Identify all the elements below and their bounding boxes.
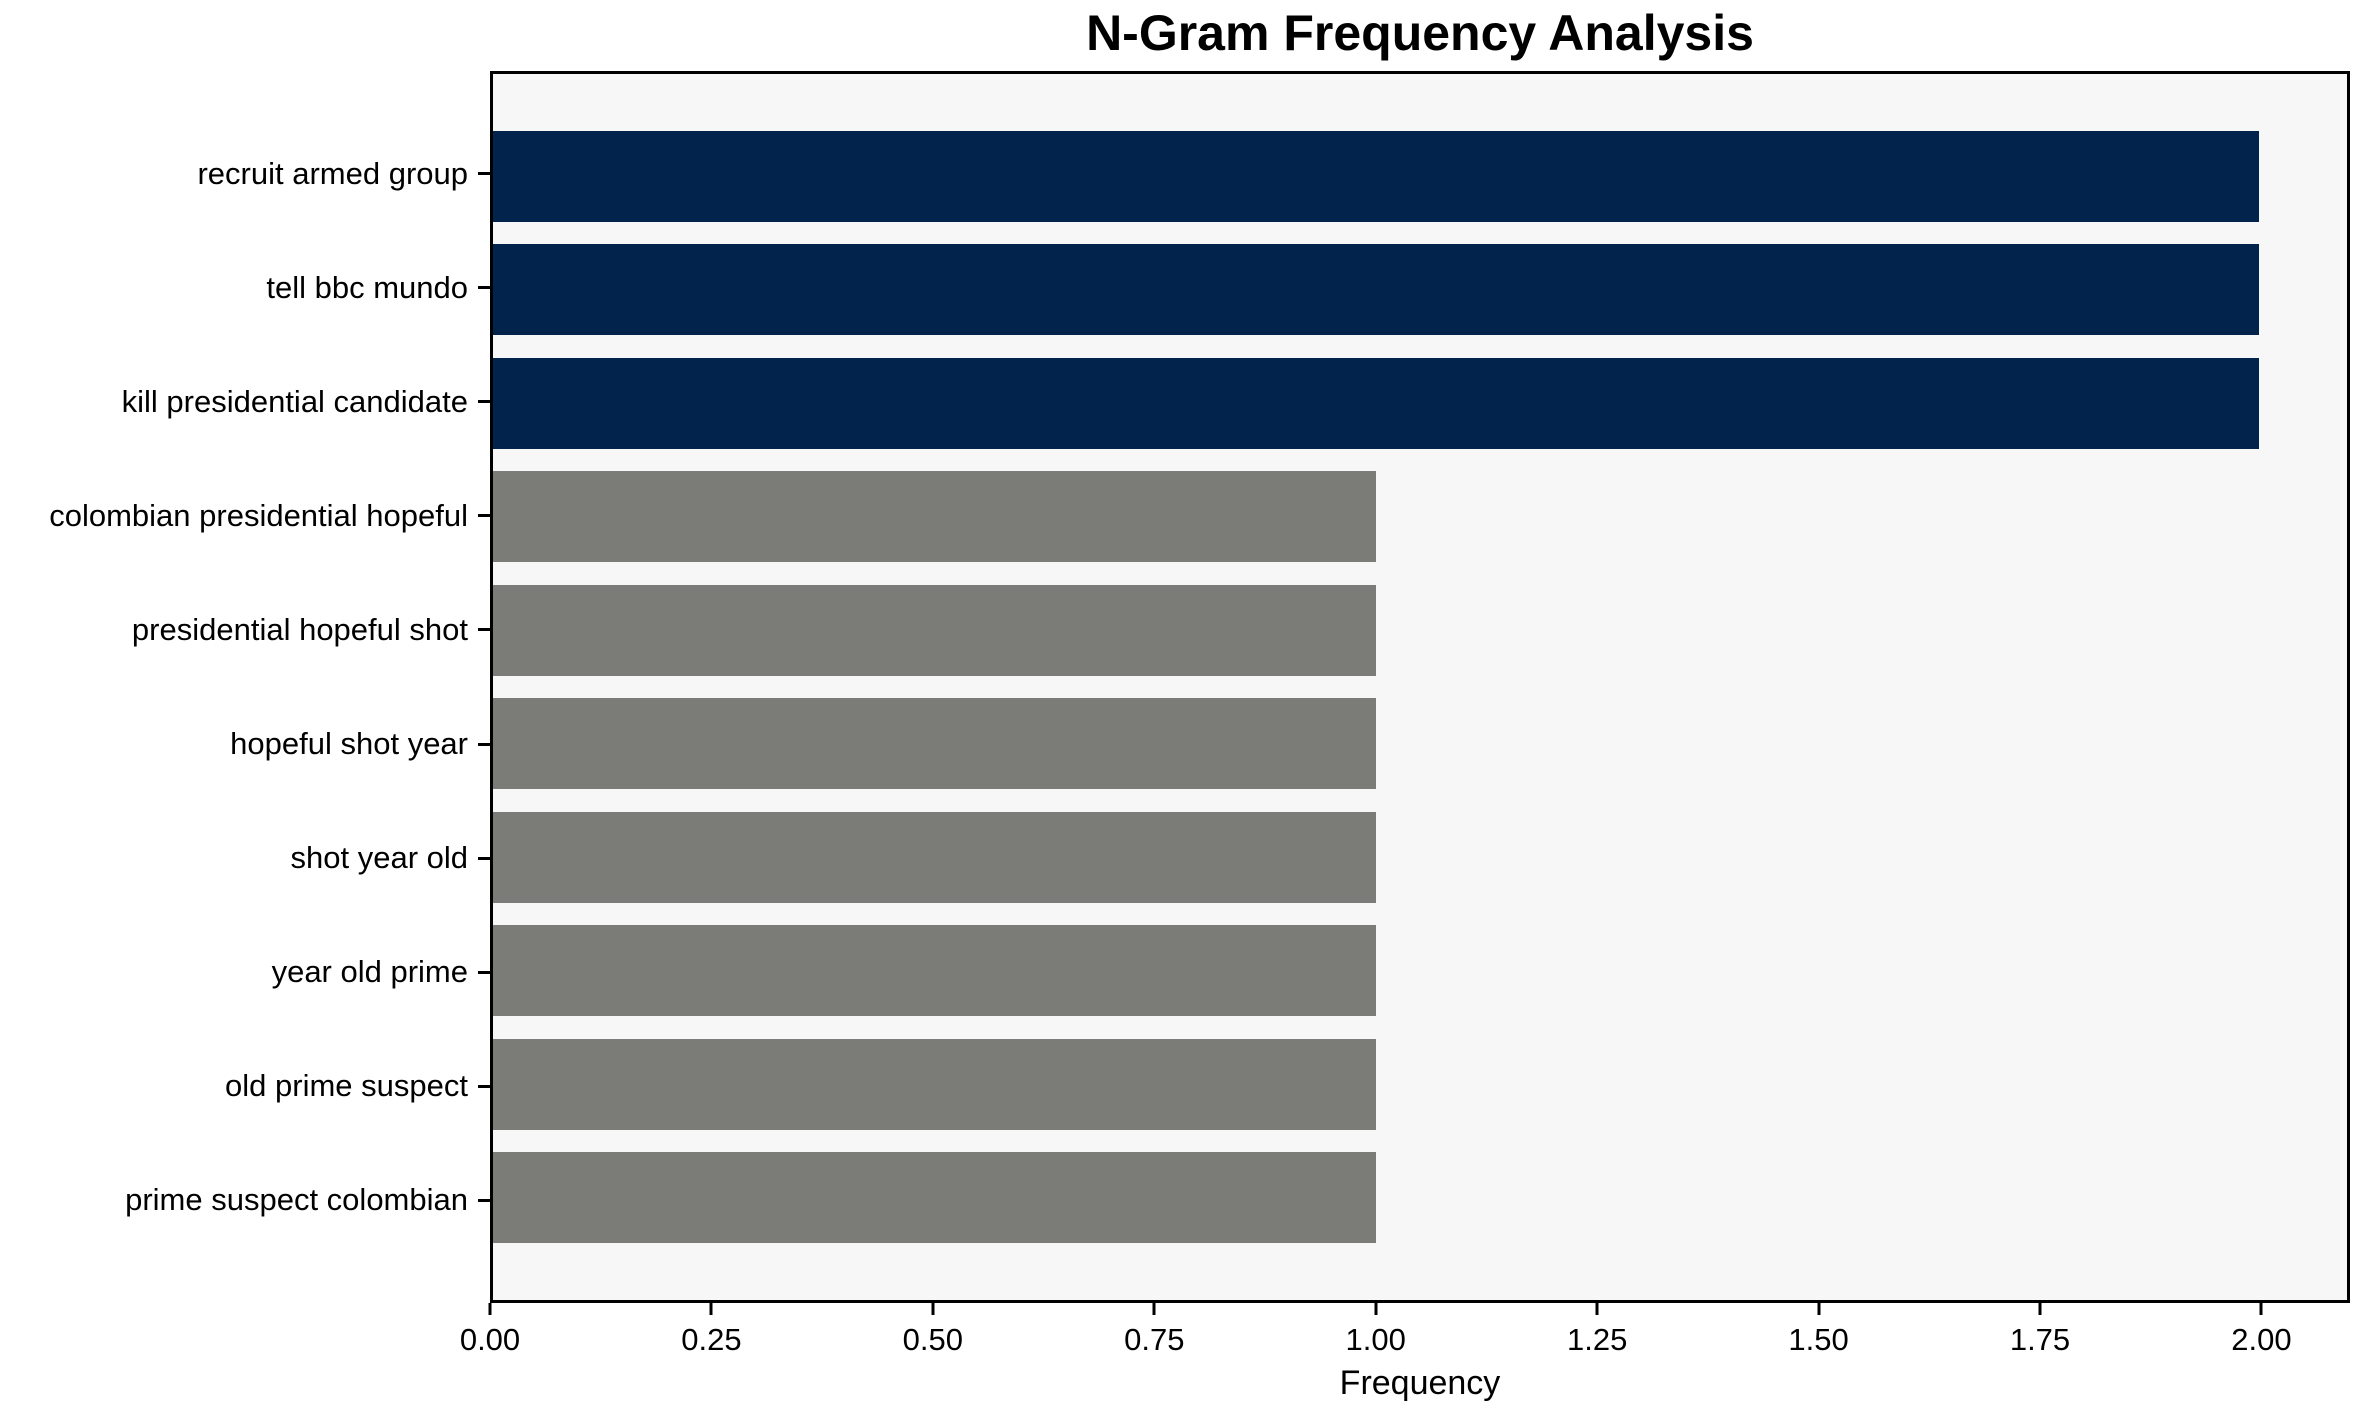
x-tick-label: 1.00 — [1345, 1322, 1406, 1357]
bar-row — [493, 1038, 2347, 1130]
y-tick-label: hopeful shot year — [230, 726, 468, 762]
x-tick-mark — [2038, 1303, 2042, 1315]
x-tick-label: 2.00 — [2231, 1322, 2292, 1357]
y-tick-label: presidential hopeful shot — [131, 611, 468, 647]
x-tick-mark — [931, 1303, 935, 1315]
y-tick-label-row: kill presidential candidate — [0, 356, 490, 447]
y-tick-label: old prime suspect — [225, 1068, 468, 1104]
x-tick-mark — [1595, 1303, 1599, 1315]
bar-row — [493, 131, 2347, 222]
y-tick-mark — [478, 628, 490, 632]
x-tick-label: 1.75 — [2009, 1322, 2071, 1357]
y-tick-label: kill presidential candidate — [121, 383, 468, 419]
bars-container — [493, 74, 2347, 1300]
bar — [493, 584, 1376, 676]
x-tick-mark — [1817, 1303, 1821, 1315]
y-tick-mark — [478, 400, 490, 404]
y-tick-mark — [478, 1084, 490, 1088]
y-tick-label-row: year old prime — [0, 927, 490, 1018]
y-tick-mark — [478, 856, 490, 860]
y-tick-label-row: old prime suspect — [0, 1041, 490, 1132]
y-axis-labels: recruit armed group tell bbc mundo kill pr… — [0, 71, 490, 1303]
y-tick-mark — [478, 1198, 490, 1202]
bar-row — [493, 698, 2347, 790]
x-tick-label: 1.25 — [1566, 1322, 1628, 1357]
bar — [493, 811, 1376, 903]
bar — [493, 131, 2259, 222]
bar-row — [493, 584, 2347, 676]
y-tick-mark — [478, 172, 490, 175]
y-tick-label: year old prime — [271, 954, 468, 990]
x-tick-mark — [488, 1303, 492, 1315]
bar — [493, 925, 1376, 1017]
y-tick-label-row: recruit armed group — [0, 128, 490, 219]
bar — [493, 1151, 1376, 1243]
x-tick-mark — [2259, 1303, 2263, 1315]
bar — [493, 357, 2259, 449]
y-tick-label-row: shot year old — [0, 813, 490, 904]
x-axis-title: Frequency — [1339, 1364, 1501, 1402]
y-tick-mark — [478, 286, 490, 290]
x-tick-label: 0.50 — [902, 1322, 964, 1357]
bar-row — [493, 925, 2347, 1017]
bar-row — [493, 471, 2347, 563]
y-tick-label: prime suspect colombian — [125, 1182, 468, 1218]
y-tick-label: recruit armed group — [197, 155, 468, 191]
y-tick-label-row: presidential hopeful shot — [0, 584, 490, 675]
x-tick-mark — [709, 1303, 713, 1315]
bar — [493, 1038, 1376, 1130]
x-tick-label: 0.00 — [459, 1322, 521, 1357]
y-tick-label: shot year old — [290, 840, 469, 876]
x-axis-ticks: 0.00 0.25 0.50 0.75 1.00 1.25 1.50 1.75 2.00 — [460, 1303, 2350, 1367]
chart-title: N-Gram Frequency Analysis — [1086, 5, 1754, 61]
x-tick-mark — [1152, 1303, 1156, 1315]
plot-area — [490, 71, 2350, 1303]
x-tick-mark — [1374, 1303, 1378, 1315]
bar-row — [493, 811, 2347, 903]
y-tick-label-row: prime suspect colombian — [0, 1155, 490, 1246]
y-tick-label-row: colombian presidential hopeful — [0, 470, 490, 561]
bar-row — [493, 1151, 2347, 1243]
bar-row — [493, 357, 2347, 449]
y-tick-label: colombian presidential hopeful — [49, 497, 468, 533]
y-tick-mark — [478, 970, 490, 974]
x-tick-label: 1.50 — [1788, 1322, 1849, 1357]
y-tick-label-row: tell bbc mundo — [0, 242, 490, 333]
y-tick-label: tell bbc mundo — [266, 269, 468, 305]
bar — [493, 471, 1376, 563]
y-tick-mark — [478, 742, 490, 746]
bar-row — [493, 244, 2347, 336]
bar — [493, 244, 2259, 336]
x-tick-label: 0.25 — [681, 1322, 742, 1357]
y-tick-label-row: hopeful shot year — [0, 699, 490, 790]
x-tick-label: 0.75 — [1124, 1322, 1185, 1357]
y-tick-mark — [478, 514, 490, 518]
bar — [493, 698, 1376, 790]
